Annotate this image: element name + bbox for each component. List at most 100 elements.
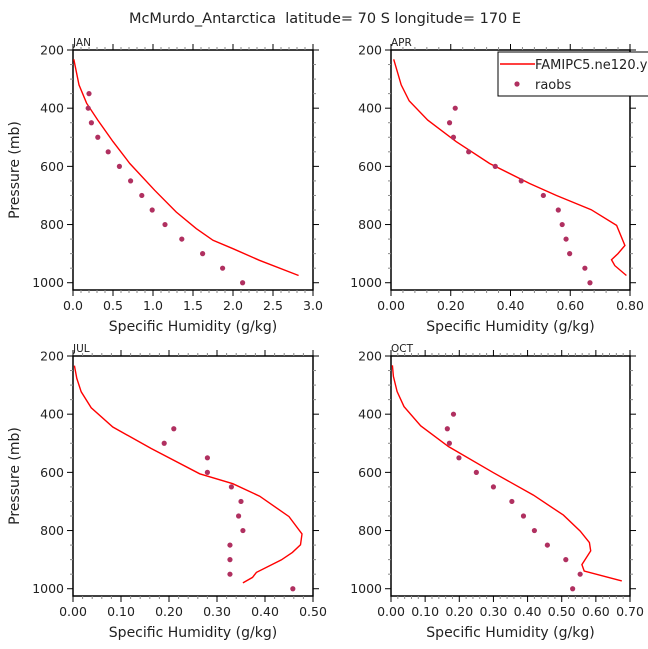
x-tick-label: 0.70 — [616, 604, 644, 619]
x-tick-label: 2.0 — [223, 298, 243, 313]
model-profile-line — [73, 59, 299, 277]
y-tick-label: 400 — [358, 407, 382, 422]
raobs-point — [85, 105, 91, 111]
raobs-point — [220, 265, 226, 271]
raobs-point — [452, 105, 458, 111]
x-tick-label: 0.5 — [103, 298, 123, 313]
plot-frame — [72, 49, 314, 291]
x-tick-label: 0.00 — [59, 604, 87, 619]
x-tick-label: 3.0 — [303, 298, 323, 313]
raobs-point — [227, 557, 233, 563]
raobs-point — [204, 469, 210, 475]
x-tick-label: 0.50 — [299, 604, 327, 619]
x-tick-label: 1.0 — [143, 298, 163, 313]
panel-label: OCT — [391, 343, 414, 355]
legend-box — [497, 51, 648, 97]
y-tick-label: 400 — [40, 407, 64, 422]
raobs-point — [105, 149, 111, 155]
raobs-point — [559, 221, 565, 228]
raobs-point — [128, 178, 134, 184]
x-axis-label: Specific Humidity (g/kg) — [109, 625, 277, 641]
y-tick-label: 600 — [358, 159, 382, 174]
raobs-point — [509, 498, 515, 505]
x-tick-label: 0.40 — [251, 604, 279, 619]
plot-frame — [72, 355, 314, 597]
x-tick-label: 0.10 — [411, 604, 439, 619]
x-tick-label: 1.5 — [183, 298, 203, 313]
raobs-point — [149, 207, 155, 213]
x-tick-label: 0.30 — [203, 604, 231, 619]
raobs-point — [456, 455, 462, 461]
x-tick-label: 0.50 — [548, 604, 576, 619]
raobs-point — [555, 207, 561, 213]
y-tick-label: 200 — [358, 349, 382, 364]
raobs-point — [444, 426, 450, 432]
x-tick-label: 0.00 — [377, 298, 405, 313]
x-axis-label: Specific Humidity (g/kg) — [426, 319, 594, 335]
raobs-point — [446, 440, 452, 446]
x-tick-label: 0.20 — [155, 604, 183, 619]
legend: FAMIPC5.ne120.y raobs — [497, 51, 648, 97]
raobs-point — [518, 178, 524, 184]
raobs-point — [490, 484, 497, 490]
raobs-point — [544, 542, 550, 548]
panel-label: JUL — [72, 343, 90, 355]
raobs-point — [450, 411, 457, 417]
x-tick-label: 0.20 — [445, 604, 473, 619]
raobs-point — [171, 426, 177, 432]
raobs-point — [204, 455, 210, 461]
raobs-point — [450, 134, 457, 140]
y-tick-label: 200 — [40, 349, 64, 364]
raobs-point — [582, 265, 588, 271]
raobs-point — [577, 571, 583, 577]
x-tick-label: 0.20 — [437, 298, 465, 313]
raobs-point — [236, 513, 242, 519]
raobs-point — [240, 280, 246, 286]
raobs-point — [520, 513, 527, 519]
y-axis-label: Pressure (mb) — [7, 427, 23, 525]
x-tick-label: 0.10 — [107, 604, 135, 619]
y-tick-label: 800 — [40, 523, 64, 538]
x-tick-label: 0.60 — [582, 604, 610, 619]
raobs-point — [290, 586, 296, 592]
y-tick-label: 600 — [40, 159, 64, 174]
panel-jul: 0.00 0.10 0.20 0.30 0.40 0.50 200 400 600 800 1000… — [7, 343, 327, 641]
y-tick-label: 600 — [40, 465, 64, 480]
x-tick-label: 0.00 — [377, 604, 405, 619]
raobs-point — [540, 192, 546, 199]
y-tick-label: 800 — [358, 217, 382, 232]
raobs-point — [200, 251, 206, 257]
raobs-point — [587, 280, 593, 286]
panel-label: JAN — [72, 37, 91, 49]
y-tick-label: 1000 — [350, 275, 382, 290]
plot-frame — [390, 355, 631, 597]
panel-label: APR — [391, 37, 412, 49]
raobs-point — [563, 236, 569, 242]
raobs-point — [567, 251, 573, 257]
y-tick-label: 1000 — [32, 275, 64, 290]
x-axis-label: Specific Humidity (g/kg) — [109, 319, 277, 335]
raobs-point — [238, 498, 244, 505]
x-tick-label: 0.60 — [556, 298, 584, 313]
raobs-point — [466, 149, 472, 155]
raobs-point — [473, 469, 479, 475]
model-profile-line — [73, 365, 303, 584]
y-tick-label: 800 — [40, 217, 64, 232]
y-tick-label: 800 — [358, 523, 382, 538]
y-tick-label: 200 — [358, 43, 382, 58]
raobs-point — [95, 134, 101, 140]
legend-model-label: FAMIPC5.ne120.y — [535, 58, 648, 73]
x-axis-label: Specific Humidity (g/kg) — [426, 625, 594, 641]
x-tick-label: 2.5 — [263, 298, 283, 313]
y-tick-label: 400 — [40, 101, 64, 116]
x-tick-label: 0.0 — [63, 298, 83, 313]
y-tick-label: 600 — [358, 465, 382, 480]
raobs-point — [227, 571, 233, 577]
raobs-point — [161, 440, 167, 446]
raobs-point — [139, 192, 145, 199]
raobs-point — [116, 163, 122, 169]
raobs-point — [446, 120, 453, 126]
x-tick-label: 0.80 — [616, 298, 644, 313]
legend-obs-marker — [514, 81, 520, 87]
